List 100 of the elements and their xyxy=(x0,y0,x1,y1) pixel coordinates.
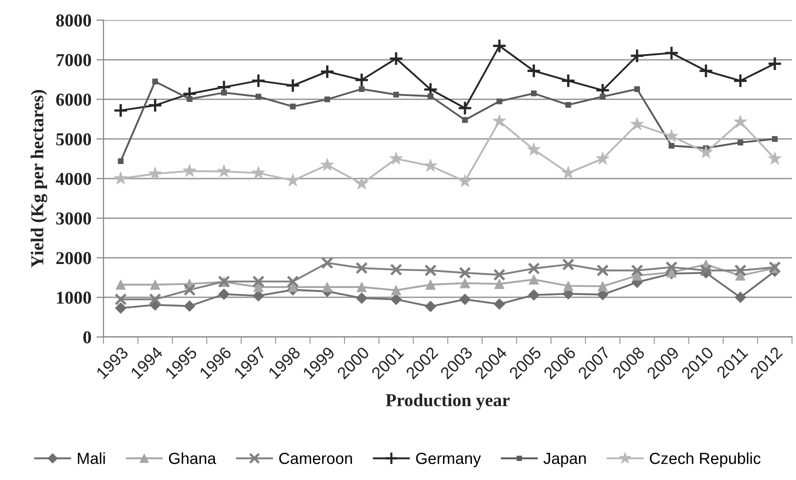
point xyxy=(186,96,192,102)
legend-label: Japan xyxy=(544,452,586,468)
point xyxy=(598,281,608,292)
point xyxy=(562,166,575,179)
point xyxy=(320,158,334,171)
point xyxy=(630,117,644,130)
point xyxy=(528,274,539,285)
point xyxy=(459,294,471,305)
point xyxy=(665,46,678,60)
point xyxy=(114,172,128,184)
point xyxy=(324,96,330,102)
point xyxy=(565,102,572,108)
point xyxy=(734,292,746,304)
legend-label: Germany xyxy=(416,452,481,468)
point xyxy=(664,129,678,142)
point xyxy=(563,280,574,291)
point xyxy=(768,152,782,165)
point xyxy=(494,269,506,280)
legend-label: Cameroon xyxy=(279,452,352,464)
point xyxy=(459,267,471,278)
point xyxy=(738,140,744,146)
point xyxy=(528,64,540,78)
point xyxy=(356,262,368,274)
legend-label: Czech Republic xyxy=(650,452,760,468)
point xyxy=(462,117,468,123)
point xyxy=(634,86,640,92)
point xyxy=(494,298,506,310)
y-tick-label: 2000 xyxy=(56,252,91,264)
point xyxy=(630,50,644,62)
point xyxy=(424,158,438,172)
legend-label: Ghana xyxy=(168,452,216,464)
point xyxy=(631,264,643,276)
point xyxy=(184,284,196,296)
x-axis-title: Production year xyxy=(386,394,510,410)
point xyxy=(287,276,298,288)
point xyxy=(116,280,126,290)
point xyxy=(358,86,365,92)
point xyxy=(768,57,782,70)
point xyxy=(458,174,472,188)
point xyxy=(600,94,606,100)
point xyxy=(256,94,262,100)
point xyxy=(253,282,264,292)
point xyxy=(354,176,368,190)
point xyxy=(322,282,332,292)
legend-label: Mali xyxy=(78,452,105,464)
point xyxy=(252,290,264,302)
point xyxy=(184,300,196,312)
y-tick-label: 1000 xyxy=(57,292,91,304)
point xyxy=(666,262,678,273)
point xyxy=(221,90,227,96)
point xyxy=(252,74,265,88)
y-axis-title: Yield (Kg per hectares) xyxy=(30,90,48,268)
y-tick-label: 3000 xyxy=(56,212,91,225)
point xyxy=(425,280,436,290)
point xyxy=(152,78,158,84)
point xyxy=(527,142,541,156)
point xyxy=(494,278,504,289)
y-tick-label: 6000 xyxy=(56,94,91,106)
point xyxy=(734,114,748,128)
point xyxy=(391,285,402,296)
point xyxy=(597,264,608,276)
point xyxy=(492,114,506,127)
point xyxy=(115,294,126,305)
point xyxy=(700,64,712,78)
point xyxy=(424,300,436,312)
point xyxy=(562,74,575,88)
point xyxy=(150,280,160,290)
point xyxy=(290,104,296,110)
point xyxy=(493,40,506,52)
point xyxy=(355,74,368,86)
point xyxy=(700,264,712,276)
point xyxy=(393,92,399,98)
y-tick-label: 0 xyxy=(83,331,91,344)
point xyxy=(218,288,230,300)
point xyxy=(114,104,127,117)
point xyxy=(458,102,472,114)
point xyxy=(530,90,537,96)
point xyxy=(389,152,403,165)
point xyxy=(182,164,196,177)
point xyxy=(596,152,610,165)
point xyxy=(149,294,161,305)
point xyxy=(424,264,436,276)
y-tick-label: 4000 xyxy=(56,172,91,185)
point xyxy=(460,278,470,288)
point xyxy=(252,166,266,179)
point xyxy=(286,173,300,186)
point xyxy=(496,98,502,104)
point xyxy=(322,257,333,269)
point xyxy=(390,294,402,305)
point xyxy=(734,264,746,276)
point xyxy=(562,258,574,270)
y-tick-label: 8000 xyxy=(56,14,91,27)
point xyxy=(320,65,334,78)
point xyxy=(148,166,162,180)
point xyxy=(390,52,402,65)
point xyxy=(148,99,162,112)
point xyxy=(668,142,674,149)
point xyxy=(734,74,747,88)
point xyxy=(699,145,713,158)
point xyxy=(390,264,402,276)
